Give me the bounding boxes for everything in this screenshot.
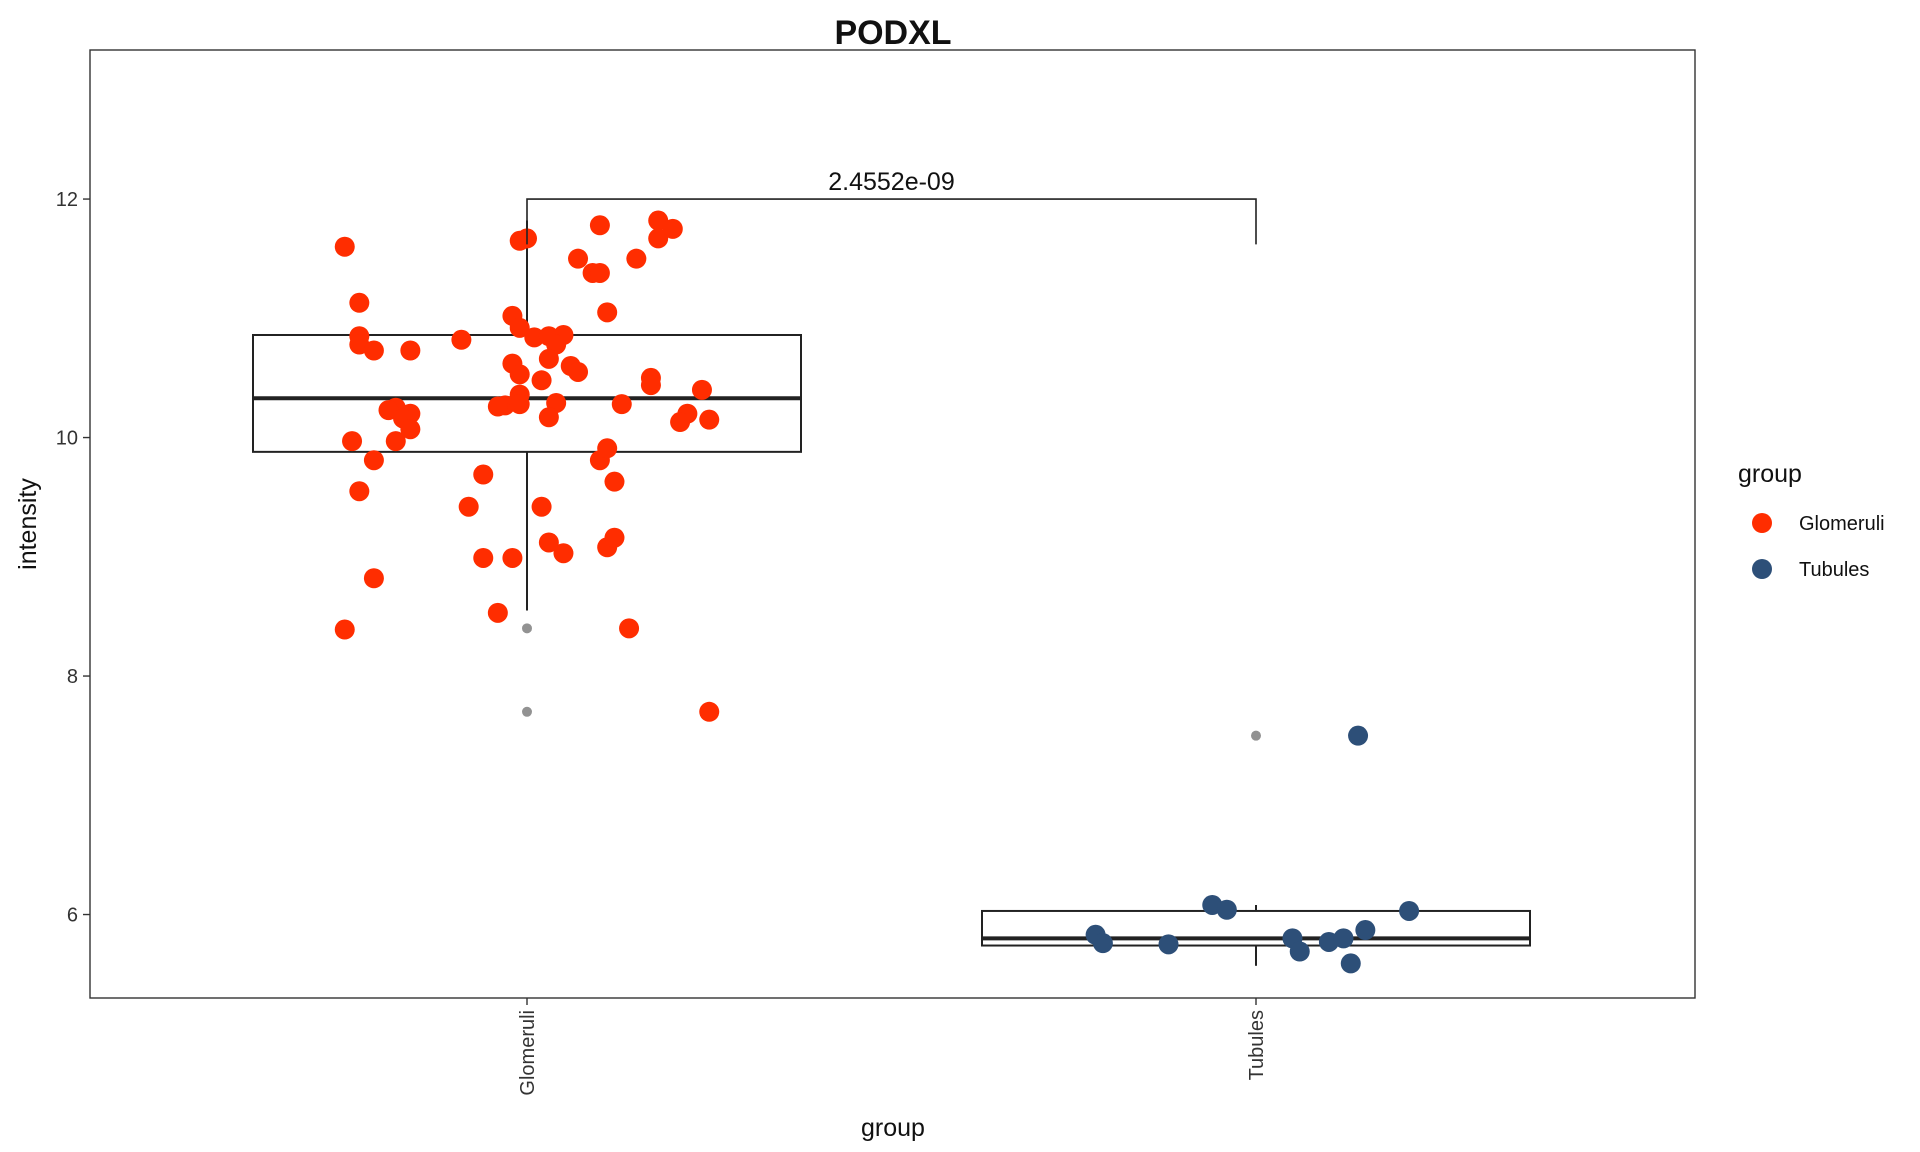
data-point-glomeruli	[487, 396, 508, 417]
y-axis: 6 8 10 12	[56, 189, 90, 927]
data-point-glomeruli	[538, 348, 559, 369]
data-point-glomeruli	[648, 228, 669, 249]
data-point-glomeruli	[691, 379, 712, 400]
outlier-point	[522, 623, 532, 634]
data-point-glomeruli	[400, 340, 421, 361]
data-point-glomeruli	[524, 327, 545, 348]
data-point-glomeruli	[531, 496, 552, 517]
data-point-glomeruli	[531, 370, 552, 391]
data-point-tubules	[1158, 934, 1179, 955]
y-tick-label: 8	[67, 666, 78, 688]
data-point-glomeruli	[334, 619, 355, 640]
x-tick-label-glomeruli: Glomeruli	[517, 1010, 539, 1096]
data-point-glomeruli	[597, 302, 618, 323]
data-point-glomeruli	[502, 547, 523, 568]
data-point-glomeruli	[378, 400, 399, 421]
data-point-glomeruli	[342, 431, 363, 452]
data-point-glomeruli	[400, 419, 421, 440]
data-point-tubules	[1216, 899, 1237, 920]
legend-key-glomeruli	[1752, 513, 1772, 533]
data-point-glomeruli	[385, 431, 406, 452]
outlier-layer	[522, 623, 1261, 741]
data-point-glomeruli	[662, 218, 683, 239]
data-point-glomeruli	[509, 364, 530, 385]
data-point-glomeruli	[670, 412, 691, 433]
significance-bracket: 2.4552e-09	[526, 168, 1257, 245]
data-point-glomeruli	[451, 329, 472, 350]
data-point-glomeruli	[363, 450, 384, 471]
data-point-glomeruli	[568, 361, 589, 382]
data-point-glomeruli	[619, 618, 640, 639]
box-glomeruli	[252, 220, 802, 611]
data-point-tubules	[1092, 933, 1113, 954]
data-point-glomeruli	[538, 407, 559, 428]
legend-key-tubules	[1752, 559, 1772, 579]
data-point-glomeruli	[648, 210, 669, 231]
data-point-glomeruli	[597, 438, 618, 459]
p-value-label: 2.4552e-09	[828, 168, 955, 196]
legend-title: group	[1738, 460, 1802, 488]
plot-panel-border	[89, 49, 1696, 999]
data-point-tubules	[1399, 900, 1420, 921]
data-point-glomeruli	[604, 471, 625, 492]
data-point-glomeruli	[509, 317, 530, 338]
data-point-glomeruli	[349, 292, 370, 313]
data-point-glomeruli	[611, 394, 632, 415]
data-point-tubules	[1340, 953, 1361, 974]
data-point-glomeruli	[473, 547, 494, 568]
data-point-tubules	[1355, 920, 1376, 941]
data-point-glomeruli	[626, 248, 647, 269]
jitter-point-layer	[334, 210, 1420, 974]
data-point-glomeruli	[538, 532, 559, 553]
data-point-tubules	[1333, 928, 1354, 949]
box-layer	[252, 220, 1531, 966]
outlier-point	[522, 706, 532, 717]
data-point-glomeruli	[509, 394, 530, 415]
y-axis-label: intensity	[14, 478, 42, 570]
data-point-glomeruli	[487, 602, 508, 623]
data-point-glomeruli	[699, 701, 720, 722]
legend-label-glomeruli: Glomeruli	[1799, 513, 1885, 535]
data-point-glomeruli	[458, 496, 479, 517]
x-axis: Glomeruli Tubules	[517, 998, 1268, 1096]
data-point-glomeruli	[568, 248, 589, 269]
y-tick-label: 12	[56, 189, 78, 211]
data-point-glomeruli	[589, 262, 610, 283]
legend-label-tubules: Tubules	[1799, 559, 1869, 581]
x-axis-label: group	[861, 1114, 925, 1142]
data-point-tubules	[1289, 941, 1310, 962]
data-point-glomeruli	[553, 543, 574, 564]
data-point-glomeruli	[363, 568, 384, 589]
y-tick-label: 10	[56, 428, 78, 450]
data-point-glomeruli	[589, 215, 610, 236]
data-point-glomeruli	[699, 409, 720, 430]
legend: group Glomeruli Tubules	[1738, 460, 1885, 581]
data-point-glomeruli	[363, 340, 384, 361]
data-point-glomeruli	[604, 527, 625, 548]
data-point-glomeruli	[349, 481, 370, 502]
chart-title: PODXL	[834, 14, 951, 52]
box-tubules	[981, 904, 1531, 966]
data-point-tubules	[1348, 725, 1369, 746]
data-point-glomeruli	[334, 236, 355, 257]
x-tick-label-tubules: Tubules	[1246, 1010, 1268, 1080]
y-tick-label: 6	[67, 905, 78, 927]
data-point-glomeruli	[640, 375, 661, 396]
data-point-glomeruli	[473, 464, 494, 485]
outlier-point	[1251, 730, 1261, 741]
bracket-line	[526, 198, 1257, 245]
